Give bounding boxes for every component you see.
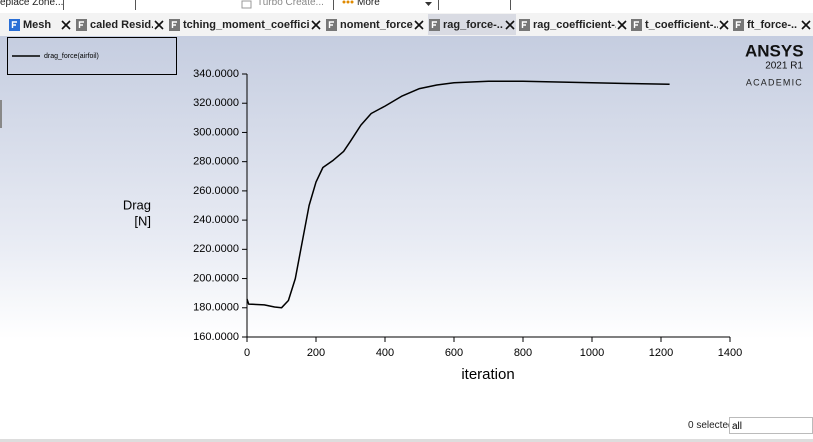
tab[interactable]: t_coefficient-.. xyxy=(630,14,730,35)
tab-label: Mesh xyxy=(23,18,52,31)
tab-close[interactable] xyxy=(718,19,730,31)
y-tick-label: 200.0000 xyxy=(193,272,239,284)
y-axis-label: Drag xyxy=(123,197,151,212)
tab-label: rag_force-.. xyxy=(443,18,503,31)
tab-label: ft_force-.. xyxy=(747,18,798,31)
tab-bar: Mesh caled Resid.. tching_moment_coefficie… xyxy=(0,13,813,37)
tab-icon xyxy=(429,18,440,31)
y-tick-label: 280.0000 xyxy=(193,156,239,168)
selection-count: 0 selected xyxy=(688,420,734,431)
tab-label: tching_moment_coefficient- xyxy=(183,18,310,31)
tab-close[interactable] xyxy=(800,19,812,31)
x-tick-label: 400 xyxy=(376,347,394,359)
tab-label: rag_coefficient-.. xyxy=(533,18,616,31)
logo-edition: ACADEMIC xyxy=(746,77,803,87)
tab-close[interactable] xyxy=(60,19,72,31)
toolbar-item[interactable]: Turbo Create... xyxy=(257,0,324,8)
tab-label: noment_force-.. xyxy=(340,18,413,31)
tab-icon xyxy=(169,18,180,31)
toolbar: eplace Zone... Turbo Create... More xyxy=(0,0,813,12)
tab[interactable]: rag_coefficient-.. xyxy=(518,14,628,35)
x-tick-label: 600 xyxy=(445,347,463,359)
tab-label: t_coefficient-.. xyxy=(645,18,718,31)
y-tick-label: 220.0000 xyxy=(193,243,239,255)
legend-box xyxy=(7,37,177,75)
separator xyxy=(63,0,64,10)
tab-icon xyxy=(9,18,20,31)
legend-label: drag_force(airfoil) xyxy=(44,53,99,60)
y-tick-label: 300.0000 xyxy=(193,126,239,138)
plot-area: ANSYS 2021 R1 ACADEMIC Drag [N] iteratio… xyxy=(0,36,813,415)
separator xyxy=(135,0,136,10)
filter-text: all xyxy=(732,421,743,432)
tab[interactable]: Mesh xyxy=(8,14,72,35)
series-line xyxy=(246,80,670,309)
tab-icon xyxy=(326,18,337,31)
separator xyxy=(438,0,439,10)
separator xyxy=(510,0,511,10)
x-axis-label: iteration xyxy=(461,366,514,383)
tab-close[interactable] xyxy=(504,19,516,31)
y-tick-label: 340.0000 xyxy=(193,68,239,80)
tab-icon xyxy=(733,18,744,31)
x-tick-label: 1000 xyxy=(580,347,604,359)
tab-close[interactable] xyxy=(616,19,628,31)
y-tick-label: 160.0000 xyxy=(193,331,239,343)
tab[interactable]: rag_force-.. xyxy=(428,14,516,35)
side-handle xyxy=(0,100,2,128)
tab-label: caled Resid.. xyxy=(90,18,153,31)
dropdown-arrow[interactable] xyxy=(425,1,433,7)
tab-close[interactable] xyxy=(413,19,425,31)
tab-icon xyxy=(76,18,87,31)
y-tick-label: 240.0000 xyxy=(193,214,239,226)
y-tick-label: 180.0000 xyxy=(193,302,239,314)
tab-close[interactable] xyxy=(310,19,322,31)
tab-icon xyxy=(631,18,642,31)
tab-icon xyxy=(519,18,530,31)
toolbar-item[interactable]: More xyxy=(357,0,380,8)
x-tick-label: 200 xyxy=(307,347,325,359)
icon xyxy=(241,0,252,9)
y-axis-unit: [N] xyxy=(134,213,151,228)
x-tick-label: 1200 xyxy=(649,347,673,359)
status-bar: 0 selected all xyxy=(0,415,813,442)
tab[interactable]: ft_force-.. xyxy=(732,14,812,35)
filter-input[interactable]: all xyxy=(729,417,813,434)
tab[interactable]: tching_moment_coefficient- xyxy=(168,14,322,35)
tab[interactable]: noment_force-.. xyxy=(325,14,425,35)
x-tick-label: 1400 xyxy=(718,347,742,359)
logo-version: 2021 R1 xyxy=(765,61,803,72)
logo-name: ANSYS xyxy=(745,41,804,60)
tab[interactable]: caled Resid.. xyxy=(75,14,165,35)
y-tick-label: 320.0000 xyxy=(193,97,239,109)
toolbar-item[interactable]: eplace Zone... xyxy=(0,0,64,8)
x-tick-label: 0 xyxy=(244,347,250,359)
separator xyxy=(333,0,334,10)
tab-close[interactable] xyxy=(153,19,165,31)
y-tick-label: 260.0000 xyxy=(193,185,239,197)
chart: ANSYS 2021 R1 ACADEMIC Drag [N] iteratio… xyxy=(0,37,804,383)
icon xyxy=(342,0,354,4)
x-tick-label: 800 xyxy=(514,347,532,359)
